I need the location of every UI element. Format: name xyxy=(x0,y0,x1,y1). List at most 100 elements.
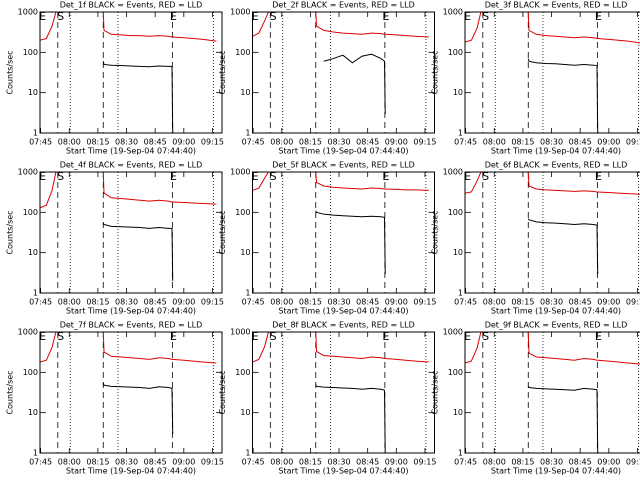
y-tick-label: 1000 xyxy=(18,328,38,337)
y-tick-label: 100 xyxy=(235,208,250,217)
x-tick-label: 09:15 xyxy=(413,458,436,467)
y-tick-label: 10 xyxy=(453,88,463,97)
x-tick-label: 09:00 xyxy=(172,298,195,307)
y-tick-label: 100 xyxy=(23,368,38,377)
x-axis-label: Start Time (19-Sep-04 07:44:40) xyxy=(66,147,196,156)
annotation: E xyxy=(382,330,389,343)
plot-frame xyxy=(39,171,223,294)
x-tick-label: 07:45 xyxy=(242,138,265,147)
annotation: E xyxy=(464,10,471,23)
annotation: E xyxy=(39,170,46,183)
x-tick-label: 09:15 xyxy=(201,458,224,467)
x-tick-label: 08:00 xyxy=(483,298,506,307)
x-axis-label: Start Time (19-Sep-04 07:44:40) xyxy=(491,307,621,316)
x-tick-label: 08:00 xyxy=(483,458,506,467)
data-line xyxy=(40,332,217,364)
x-tick-label: 08:15 xyxy=(299,298,322,307)
x-axis-label: Start Time (19-Sep-04 07:44:40) xyxy=(491,467,621,476)
x-tick-label: 08:45 xyxy=(356,298,379,307)
x-axis-label: Start Time (19-Sep-04 07:44:40) xyxy=(278,467,408,476)
y-tick-label: 10 xyxy=(240,248,250,257)
annotation: S xyxy=(57,330,64,343)
annotation: E xyxy=(382,170,389,183)
annotation: E xyxy=(252,10,259,23)
panel: Det_6f BLACK = Events, RED = LLD Start Ti… xyxy=(431,161,640,316)
y-axis-label: Counts/sec xyxy=(431,370,440,414)
annotation: S xyxy=(482,10,489,23)
x-tick-label: 09:15 xyxy=(413,138,436,147)
y-tick-label: 10 xyxy=(28,408,38,417)
y-tick-label: 1000 xyxy=(18,8,38,17)
y-tick-label: 100 xyxy=(235,48,250,57)
x-tick-label: 08:45 xyxy=(356,138,379,147)
x-tick-label: 08:00 xyxy=(58,138,81,147)
x-tick-label: 08:15 xyxy=(299,138,322,147)
annotation: E xyxy=(170,170,177,183)
panel: Det_7f BLACK = Events, RED = LLD Start Ti… xyxy=(6,321,224,476)
annotation: S xyxy=(57,170,64,183)
annotation: S xyxy=(270,170,277,183)
x-axis-label: Start Time (19-Sep-04 07:44:40) xyxy=(278,147,408,156)
annotation: E xyxy=(595,10,602,23)
y-tick-label: 1000 xyxy=(230,168,250,177)
x-tick-label: 09:15 xyxy=(626,298,640,307)
annotation: S xyxy=(270,330,277,343)
data-line xyxy=(102,222,174,281)
y-tick-label: 10 xyxy=(453,408,463,417)
x-tick-label: 09:00 xyxy=(597,458,620,467)
panel-title: Det_3f BLACK = Events, RED = LLD xyxy=(485,1,628,10)
y-tick-label: 1 xyxy=(245,289,250,298)
panel-title: Det_6f BLACK = Events, RED = LLD xyxy=(485,161,628,170)
x-tick-label: 09:00 xyxy=(385,458,408,467)
x-tick-label: 08:00 xyxy=(483,138,506,147)
annotation: S xyxy=(57,10,64,23)
x-tick-label: 08:00 xyxy=(270,298,293,307)
x-tick-label: 09:15 xyxy=(626,138,640,147)
x-tick-label: 08:15 xyxy=(299,458,322,467)
y-tick-label: 10 xyxy=(28,88,38,97)
y-tick-label: 1000 xyxy=(443,328,463,337)
x-tick-label: 09:15 xyxy=(201,298,224,307)
annotation: E xyxy=(252,170,259,183)
x-tick-label: 08:30 xyxy=(115,138,138,147)
x-axis-label: Start Time (19-Sep-04 07:44:40) xyxy=(66,467,196,476)
data-line xyxy=(252,332,429,363)
y-tick-label: 1 xyxy=(33,129,38,138)
x-tick-label: 08:15 xyxy=(86,458,109,467)
y-axis-label: Counts/sec xyxy=(218,370,227,414)
plot-frame xyxy=(464,171,640,294)
annotation: S xyxy=(270,10,277,23)
x-tick-label: 08:00 xyxy=(58,298,81,307)
plot-frame xyxy=(39,11,223,134)
annotation: S xyxy=(482,330,489,343)
x-tick-label: 08:45 xyxy=(569,298,592,307)
x-tick-label: 08:00 xyxy=(58,458,81,467)
panel-title: Det_5f BLACK = Events, RED = LLD xyxy=(272,161,415,170)
x-tick-label: 09:00 xyxy=(172,458,195,467)
x-tick-label: 08:45 xyxy=(144,138,167,147)
x-tick-label: 07:45 xyxy=(29,458,52,467)
panel: Det_4f BLACK = Events, RED = LLD Start Ti… xyxy=(6,161,224,316)
data-line xyxy=(40,12,217,42)
x-tick-label: 08:30 xyxy=(115,458,138,467)
annotation: E xyxy=(39,10,46,23)
y-tick-label: 1 xyxy=(33,449,38,458)
annotation: E xyxy=(464,170,471,183)
panel: Det_1f BLACK = Events, RED = LLD Start Ti… xyxy=(6,1,224,156)
plot-frame xyxy=(252,11,435,134)
x-tick-label: 07:45 xyxy=(454,458,477,467)
y-tick-label: 1000 xyxy=(230,328,250,337)
panel: Det_8f BLACK = Events, RED = LLD Start Ti… xyxy=(218,321,436,476)
data-line xyxy=(323,53,386,114)
plot-frame xyxy=(252,171,435,294)
x-tick-label: 07:45 xyxy=(242,458,265,467)
x-tick-label: 08:15 xyxy=(86,298,109,307)
x-tick-label: 08:30 xyxy=(328,458,351,467)
annotation: E xyxy=(170,10,177,23)
x-tick-label: 08:00 xyxy=(270,138,293,147)
data-line xyxy=(465,332,640,365)
data-line xyxy=(527,58,599,133)
data-line xyxy=(102,382,174,434)
panel-title: Det_8f BLACK = Events, RED = LLD xyxy=(272,321,415,330)
